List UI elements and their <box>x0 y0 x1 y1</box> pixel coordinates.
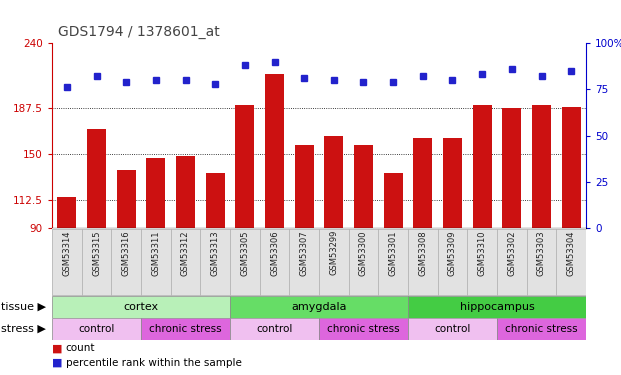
Bar <box>117 170 136 228</box>
Bar <box>408 318 497 340</box>
Text: GSM53307: GSM53307 <box>300 230 309 276</box>
Text: GSM53313: GSM53313 <box>211 230 220 276</box>
Bar <box>206 172 225 228</box>
Bar <box>532 105 551 228</box>
Bar <box>201 229 230 296</box>
Bar <box>497 318 586 340</box>
Bar <box>141 229 171 296</box>
Bar <box>230 318 319 340</box>
Bar <box>141 318 230 340</box>
Text: GSM53316: GSM53316 <box>122 230 130 276</box>
Bar <box>438 229 468 296</box>
Bar <box>408 229 438 296</box>
Text: GSM53309: GSM53309 <box>448 230 457 276</box>
Bar <box>294 146 314 228</box>
Bar <box>348 229 378 296</box>
Bar <box>235 105 255 228</box>
Bar <box>171 229 201 296</box>
Text: GSM53301: GSM53301 <box>389 230 397 276</box>
Bar <box>527 229 556 296</box>
Bar <box>354 146 373 228</box>
Text: GSM53310: GSM53310 <box>478 230 487 276</box>
Bar <box>408 296 586 318</box>
Bar <box>265 74 284 228</box>
Text: chronic stress: chronic stress <box>327 324 400 334</box>
Bar <box>556 229 586 296</box>
Text: GSM53304: GSM53304 <box>567 230 576 276</box>
Bar <box>502 108 522 228</box>
Text: tissue ▶: tissue ▶ <box>1 302 46 312</box>
Text: count: count <box>66 344 95 353</box>
Bar <box>260 229 289 296</box>
Bar <box>497 229 527 296</box>
Text: cortex: cortex <box>124 302 158 312</box>
Bar <box>111 229 141 296</box>
Text: GSM53314: GSM53314 <box>62 230 71 276</box>
Text: ■: ■ <box>52 344 63 353</box>
Bar <box>413 138 432 228</box>
Text: amygdala: amygdala <box>291 302 347 312</box>
Bar <box>176 156 195 228</box>
Text: GSM53302: GSM53302 <box>507 230 516 276</box>
Text: control: control <box>434 324 471 334</box>
Text: GSM53305: GSM53305 <box>240 230 250 276</box>
Bar <box>468 229 497 296</box>
Bar <box>230 229 260 296</box>
Text: GSM53303: GSM53303 <box>537 230 546 276</box>
Text: control: control <box>256 324 292 334</box>
Text: GDS1794 / 1378601_at: GDS1794 / 1378601_at <box>58 25 220 39</box>
Text: percentile rank within the sample: percentile rank within the sample <box>66 357 242 368</box>
Bar <box>443 138 462 228</box>
Text: GSM53299: GSM53299 <box>329 230 338 275</box>
Text: chronic stress: chronic stress <box>149 324 222 334</box>
Text: GSM53308: GSM53308 <box>419 230 427 276</box>
Bar <box>146 158 165 228</box>
Bar <box>319 318 408 340</box>
Text: GSM53300: GSM53300 <box>359 230 368 276</box>
Text: GSM53306: GSM53306 <box>270 230 279 276</box>
Bar <box>384 172 403 228</box>
Text: GSM53315: GSM53315 <box>92 230 101 276</box>
Text: control: control <box>78 324 115 334</box>
Bar <box>230 296 408 318</box>
Bar <box>57 197 76 228</box>
Bar <box>87 129 106 228</box>
Bar <box>324 135 343 228</box>
Bar <box>52 296 230 318</box>
Bar <box>52 318 141 340</box>
Text: ■: ■ <box>52 357 63 368</box>
Text: chronic stress: chronic stress <box>505 324 578 334</box>
Bar <box>473 105 492 228</box>
Text: GSM53311: GSM53311 <box>152 230 160 276</box>
Bar <box>378 229 408 296</box>
Text: hippocampus: hippocampus <box>460 302 535 312</box>
Bar <box>561 107 581 228</box>
Bar <box>52 229 82 296</box>
Bar <box>289 229 319 296</box>
Text: GSM53312: GSM53312 <box>181 230 190 276</box>
Bar <box>82 229 111 296</box>
Bar <box>319 229 348 296</box>
Text: stress ▶: stress ▶ <box>1 324 46 334</box>
